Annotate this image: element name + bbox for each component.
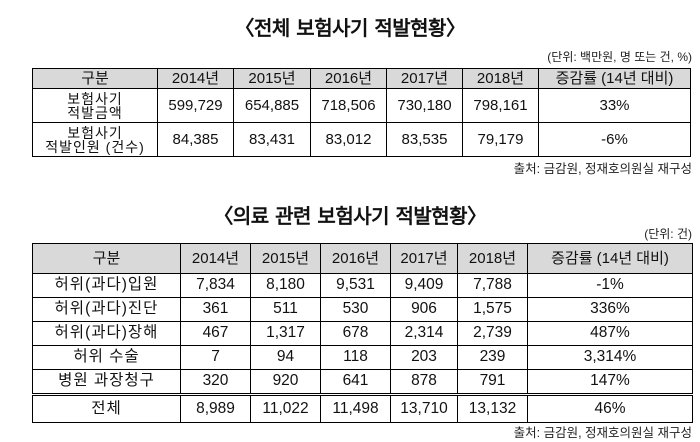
cell-2015: 511	[250, 297, 321, 322]
cell-2016: 9,531	[320, 273, 391, 298]
row-label: 허위 수술	[32, 345, 181, 370]
cell-2015: 8,180	[250, 273, 321, 298]
cell-2018: 798,161	[462, 88, 539, 123]
cell-2018: 7,788	[457, 273, 528, 298]
cell-2014: 599,729	[157, 88, 234, 123]
row-label-line2: 적발금액	[67, 104, 123, 121]
row-label-line1: 보험사기	[67, 124, 123, 141]
header-2014: 2014년	[157, 68, 234, 89]
total-fraud-table: 구분 2014년 2015년 2016년 2017년 2018년 증감률 (14…	[32, 68, 691, 157]
header-category: 구분	[32, 68, 158, 89]
row-label: 병원 과장청구	[32, 369, 181, 395]
cell-2014: 8,989	[180, 393, 251, 423]
cell-2015: 83,431	[233, 122, 311, 157]
cell-2017: 906	[390, 297, 458, 322]
table-row: 병원 과장청구 320 920 641 878 791 147%	[32, 369, 693, 395]
cell-2017: 13,710	[390, 393, 458, 423]
cell-2015: 654,885	[233, 88, 311, 123]
cell-2015: 1,317	[250, 321, 321, 346]
cell-2017: 730,180	[386, 88, 463, 123]
cell-change: -1%	[527, 273, 693, 298]
header-2015: 2015년	[250, 243, 321, 274]
header-change: 증감률 (14년 대비)	[538, 68, 691, 89]
cell-2016: 11,498	[320, 393, 391, 423]
header-2016: 2016년	[310, 68, 387, 89]
table-row: 허위 수술 7 94 118 203 239 3,314%	[32, 345, 693, 370]
cell-2016: 83,012	[310, 122, 387, 157]
row-label: 보험사기 적발인원 (건수)	[32, 122, 158, 157]
row-label: 허위(과다)진단	[32, 297, 181, 322]
cell-2016: 118	[320, 345, 391, 370]
table-row: 허위(과다)장해 467 1,317 678 2,314 2,739 487%	[32, 321, 693, 346]
cell-2015: 11,022	[250, 393, 321, 423]
section1-unit: (단위: 백만원, 명 또는 건, %)	[547, 50, 692, 64]
row-label: 보험사기 적발금액	[32, 88, 158, 123]
cell-2016: 718,506	[310, 88, 387, 123]
row-label: 전체	[32, 393, 181, 423]
table-row: 보험사기 적발금액 599,729 654,885 718,506 730,18…	[32, 88, 691, 123]
section2-title: 〈의료 관련 보험사기 적발현황〉	[213, 204, 487, 228]
cell-change: 33%	[538, 88, 691, 123]
cell-2017: 203	[390, 345, 458, 370]
cell-2014: 467	[180, 321, 251, 346]
cell-2018: 239	[457, 345, 528, 370]
table-row: 보험사기 적발인원 (건수) 84,385 83,431 83,012 83,5…	[32, 122, 691, 157]
table-row: 허위(과다)입원 7,834 8,180 9,531 9,409 7,788 -…	[32, 273, 693, 298]
row-label: 허위(과다)입원	[32, 273, 181, 298]
cell-change: 3,314%	[527, 345, 693, 370]
header-category: 구분	[32, 243, 181, 274]
row-label-line1: 보험사기	[67, 90, 123, 107]
cell-2018: 13,132	[457, 393, 528, 423]
cell-2017: 83,535	[386, 122, 463, 157]
cell-2016: 530	[320, 297, 391, 322]
cell-2018: 1,575	[457, 297, 528, 322]
header-change: 증감률 (14년 대비)	[527, 243, 693, 274]
table-header-row: 구분 2014년 2015년 2016년 2017년 2018년 증감률 (14…	[32, 243, 693, 274]
section2-source: 출처: 금감원, 정재호의원실 재구성	[513, 426, 692, 440]
cell-2014: 7,834	[180, 273, 251, 298]
cell-2017: 9,409	[390, 273, 458, 298]
cell-2015: 920	[250, 369, 321, 395]
section1-source: 출처: 금감원, 정재호의원실 재구성	[513, 162, 692, 176]
table-row: 허위(과다)진단 361 511 530 906 1,575 336%	[32, 297, 693, 322]
cell-2018: 791	[457, 369, 528, 395]
header-2017: 2017년	[390, 243, 458, 274]
medical-fraud-table: 구분 2014년 2015년 2016년 2017년 2018년 증감률 (14…	[32, 243, 693, 423]
cell-2015: 94	[250, 345, 321, 370]
cell-2018: 2,739	[457, 321, 528, 346]
row-label: 허위(과다)장해	[32, 321, 181, 346]
header-2018: 2018년	[462, 68, 539, 89]
cell-change: 487%	[527, 321, 693, 346]
cell-change: 336%	[527, 297, 693, 322]
total-row: 전체 8,989 11,022 11,498 13,710 13,132 46%	[32, 393, 693, 423]
cell-2018: 79,179	[462, 122, 539, 157]
cell-2016: 641	[320, 369, 391, 395]
section1-title: 〈전체 보험사기 적발현황〉	[234, 16, 466, 40]
cell-change: 147%	[527, 369, 693, 395]
header-2017: 2017년	[386, 68, 463, 89]
cell-2014: 361	[180, 297, 251, 322]
cell-change: 46%	[527, 393, 693, 423]
header-2016: 2016년	[320, 243, 391, 274]
cell-2017: 2,314	[390, 321, 458, 346]
cell-2016: 678	[320, 321, 391, 346]
header-2018: 2018년	[457, 243, 528, 274]
cell-2017: 878	[390, 369, 458, 395]
section2-unit: (단위: 건)	[644, 227, 692, 241]
cell-2014: 320	[180, 369, 251, 395]
cell-change: -6%	[538, 122, 691, 157]
cell-2014: 7	[180, 345, 251, 370]
cell-2014: 84,385	[157, 122, 234, 157]
header-2014: 2014년	[180, 243, 251, 274]
row-label-line2: 적발인원 (건수)	[45, 138, 145, 155]
header-2015: 2015년	[233, 68, 311, 89]
table-header-row: 구분 2014년 2015년 2016년 2017년 2018년 증감률 (14…	[32, 68, 691, 89]
